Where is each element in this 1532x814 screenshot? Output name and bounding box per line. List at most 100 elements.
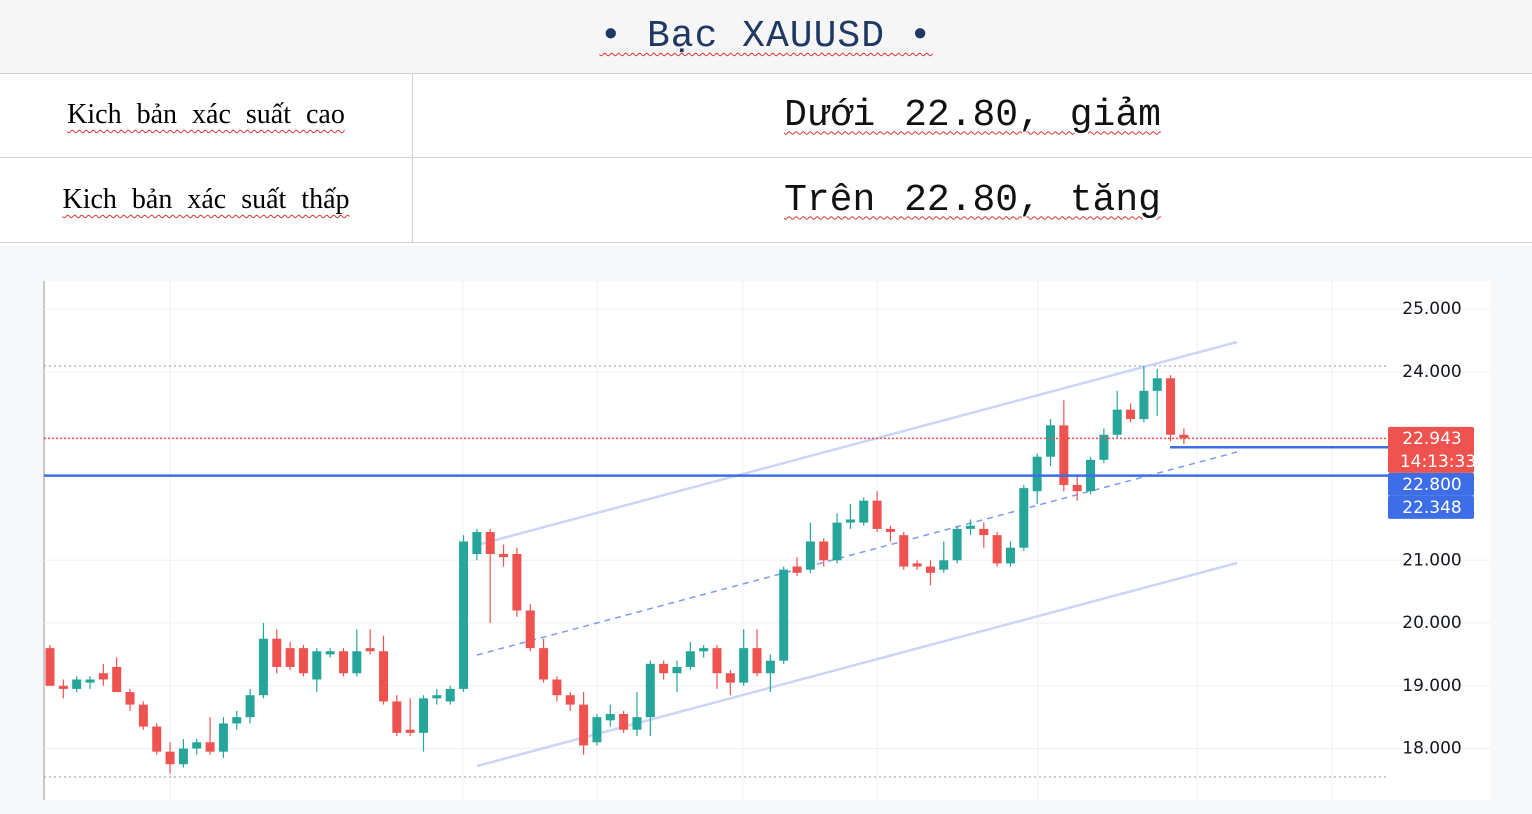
candle-body bbox=[258, 638, 268, 696]
candle-body bbox=[379, 651, 388, 702]
candle-body bbox=[765, 660, 775, 674]
candle-body bbox=[659, 663, 669, 674]
header-title: • Bạc XAUUSD • bbox=[599, 15, 933, 58]
channel-upper bbox=[476, 340, 1238, 547]
candle-body bbox=[672, 666, 682, 674]
candle-body bbox=[739, 648, 749, 683]
candle-body bbox=[459, 541, 469, 689]
candle-body bbox=[699, 648, 709, 652]
candle-body bbox=[1166, 378, 1176, 435]
candles bbox=[45, 365, 1189, 774]
candle-body bbox=[805, 541, 815, 570]
candle-body bbox=[1019, 488, 1029, 548]
candle-body bbox=[245, 695, 255, 718]
candle-body bbox=[72, 679, 82, 689]
candle-body bbox=[965, 525, 975, 529]
plot-area bbox=[44, 281, 1490, 800]
y-axis: 25.000 24.000 21.000 20.000 19.000 18.000 22.9… bbox=[1388, 299, 1476, 759]
candle-body bbox=[98, 673, 108, 680]
candle-body bbox=[392, 701, 402, 733]
candle-body bbox=[85, 679, 95, 683]
price-label-box bbox=[1388, 472, 1474, 496]
candle-body bbox=[645, 663, 655, 718]
y-tick-label: 18.000 bbox=[1402, 739, 1461, 759]
candle-body bbox=[979, 528, 989, 536]
price-label-box bbox=[1388, 426, 1474, 473]
candle-body bbox=[192, 742, 202, 749]
candle-body bbox=[138, 704, 148, 727]
table-cell: Kich bản xác suất thấp bbox=[0, 157, 413, 243]
candle-body bbox=[1005, 547, 1015, 564]
y-tick-label: 21.000 bbox=[1402, 550, 1461, 570]
candle-body bbox=[312, 651, 322, 680]
candle-body bbox=[125, 692, 135, 705]
candle-body bbox=[1099, 434, 1109, 460]
candle-body bbox=[512, 553, 522, 611]
cell-text: Dưới 22.80, giảm bbox=[784, 93, 1161, 137]
candle-body bbox=[725, 673, 735, 683]
candle-body bbox=[352, 651, 362, 674]
table-cell: Dưới 22.80, giảm bbox=[412, 73, 1532, 158]
table-cell: Trên 22.80, tăng bbox=[412, 157, 1532, 243]
channel-lower bbox=[476, 561, 1238, 768]
y-tick-label: 19.000 bbox=[1402, 676, 1461, 696]
candle-body bbox=[472, 532, 482, 554]
cell-text: Kich bản xác suất thấp bbox=[62, 184, 350, 215]
candle-body bbox=[1112, 409, 1122, 435]
candle-body bbox=[592, 717, 602, 743]
candle-body bbox=[338, 651, 348, 674]
candle-body bbox=[58, 685, 68, 689]
candle-body bbox=[1059, 425, 1069, 485]
price-label: 22.943 bbox=[1402, 429, 1461, 449]
candle-body bbox=[1139, 390, 1149, 420]
horizontal-grid bbox=[44, 308, 1490, 750]
candle-body bbox=[899, 535, 909, 567]
price-label: 22.800 bbox=[1402, 475, 1461, 495]
candle-body bbox=[1032, 456, 1042, 492]
candle-body bbox=[325, 651, 335, 655]
candle-body bbox=[552, 679, 562, 696]
candle-body bbox=[939, 560, 949, 570]
candle-body bbox=[845, 519, 855, 523]
candle-body bbox=[859, 500, 869, 523]
candle-body bbox=[565, 695, 575, 705]
candle-body bbox=[685, 651, 695, 667]
candle-body bbox=[272, 638, 282, 667]
price-label: 22.348 bbox=[1402, 498, 1461, 518]
candle-body bbox=[872, 500, 882, 529]
candle-body bbox=[605, 714, 615, 721]
candle-body bbox=[752, 648, 762, 674]
candle-body bbox=[712, 648, 722, 674]
candle-body bbox=[419, 698, 429, 733]
candle-body bbox=[619, 714, 629, 730]
candle-body bbox=[365, 648, 375, 652]
cell-text: Trên 22.80, tăng bbox=[784, 178, 1161, 222]
candle-body bbox=[445, 688, 455, 702]
candle-body bbox=[432, 695, 442, 699]
candle-body bbox=[779, 569, 789, 661]
cell-text: Kich bản xác suất cao bbox=[67, 99, 345, 130]
candle-body bbox=[1072, 484, 1082, 492]
price-levels bbox=[44, 437, 1388, 477]
candle-body bbox=[792, 566, 802, 573]
candle-body bbox=[499, 553, 509, 558]
candle-body bbox=[1179, 434, 1189, 439]
candle-body bbox=[925, 566, 935, 573]
candle-body bbox=[832, 522, 842, 561]
candle-body bbox=[1152, 378, 1162, 391]
candle-body bbox=[285, 648, 295, 667]
candle-body bbox=[539, 648, 549, 680]
y-tick-label: 25.000 bbox=[1402, 299, 1461, 319]
price-label-box bbox=[1388, 495, 1474, 519]
scenario-table: Kich bản xác suất cao Dưới 22.80, giảm K… bbox=[0, 73, 1532, 243]
table-row: Kich bản xác suất thấp Trên 22.80, tăng bbox=[0, 157, 1532, 243]
candle-body bbox=[1046, 425, 1055, 457]
y-tick-label: 24.000 bbox=[1402, 362, 1461, 382]
candle-body bbox=[525, 610, 535, 649]
candle-body bbox=[232, 717, 242, 724]
candle-body bbox=[112, 666, 122, 693]
candle-body bbox=[952, 528, 962, 561]
candle-body bbox=[178, 748, 188, 765]
candle-body bbox=[632, 717, 642, 730]
